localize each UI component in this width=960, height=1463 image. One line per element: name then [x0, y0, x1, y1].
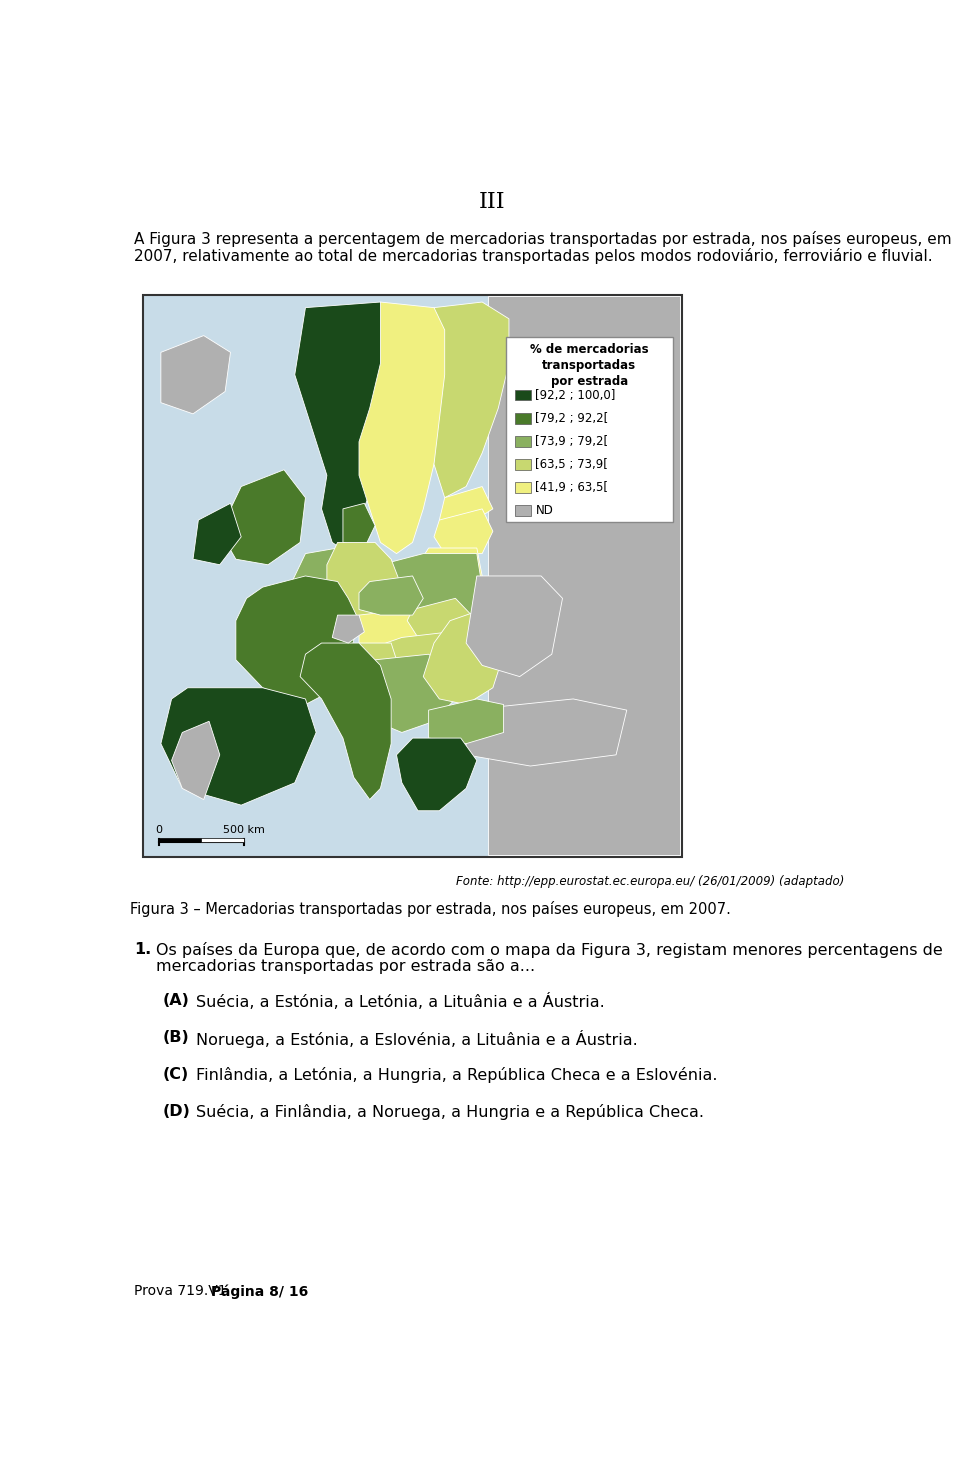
Bar — [143, 296, 682, 857]
Polygon shape — [467, 699, 627, 767]
Polygon shape — [161, 335, 230, 414]
Polygon shape — [434, 301, 509, 497]
Text: [79,2 ; 92,2[: [79,2 ; 92,2[ — [536, 411, 609, 424]
Polygon shape — [375, 632, 477, 682]
Text: 0: 0 — [156, 825, 162, 835]
Text: 500 km: 500 km — [223, 825, 265, 835]
Polygon shape — [343, 503, 375, 549]
Text: Prova 719.V1  ·: Prova 719.V1 · — [134, 1285, 249, 1298]
Text: (C): (C) — [162, 1067, 189, 1083]
Text: Finlândia, a Letónia, a Hungria, a República Checa e a Eslovénia.: Finlândia, a Letónia, a Hungria, a Repúb… — [196, 1067, 717, 1083]
Polygon shape — [220, 470, 305, 565]
Polygon shape — [295, 301, 428, 553]
Bar — [516, 459, 531, 470]
Polygon shape — [172, 721, 220, 800]
Text: [92,2 ; 100,0]: [92,2 ; 100,0] — [536, 389, 615, 401]
Polygon shape — [428, 699, 504, 743]
Polygon shape — [359, 576, 423, 614]
Text: [63,5 ; 73,9[: [63,5 ; 73,9[ — [536, 458, 609, 471]
Text: Suécia, a Finlândia, a Noruega, a Hungria e a República Checa.: Suécia, a Finlândia, a Noruega, a Hungri… — [196, 1105, 704, 1121]
Bar — [516, 436, 531, 446]
Polygon shape — [300, 644, 391, 800]
Polygon shape — [359, 610, 423, 648]
Bar — [158, 838, 202, 841]
Text: [41,9 ; 63,5[: [41,9 ; 63,5[ — [536, 481, 609, 494]
Text: % de mercadorias
transportadas
por estrada: % de mercadorias transportadas por estra… — [530, 344, 649, 388]
Text: mercadorias transportadas por estrada são a...: mercadorias transportadas por estrada sã… — [156, 960, 536, 974]
Bar — [516, 481, 531, 493]
Text: Fonte: http://epp.eurostat.ec.europa.eu/ (26/01/2009) (adaptado): Fonte: http://epp.eurostat.ec.europa.eu/… — [456, 875, 845, 888]
Polygon shape — [236, 576, 359, 705]
Text: 2007, relativamente ao total de mercadorias transportadas pelos modos rodoviário: 2007, relativamente ao total de mercador… — [134, 247, 932, 263]
Polygon shape — [289, 549, 348, 598]
Polygon shape — [488, 297, 681, 856]
Text: (A): (A) — [162, 993, 189, 1008]
Polygon shape — [353, 644, 396, 672]
Polygon shape — [161, 688, 316, 805]
Text: A Figura 3 representa a percentagem de mercadorias transportadas por estrada, no: A Figura 3 representa a percentagem de m… — [134, 231, 951, 247]
Text: ND: ND — [536, 505, 553, 516]
Text: [73,9 ; 79,2[: [73,9 ; 79,2[ — [536, 435, 609, 448]
Polygon shape — [467, 576, 563, 676]
Bar — [516, 389, 531, 401]
Polygon shape — [418, 549, 482, 587]
Text: Figura 3 – Mercadorias transportadas por estrada, nos países europeus, em 2007.: Figura 3 – Mercadorias transportadas por… — [130, 901, 731, 917]
Polygon shape — [434, 509, 492, 553]
Text: Noruega, a Estónia, a Eslovénia, a Lituânia e a Áustria.: Noruega, a Estónia, a Eslovénia, a Lituâ… — [196, 1030, 637, 1049]
Text: (D): (D) — [162, 1105, 190, 1119]
Polygon shape — [193, 503, 241, 565]
Polygon shape — [423, 610, 504, 705]
Polygon shape — [359, 301, 461, 553]
Polygon shape — [440, 487, 492, 525]
Polygon shape — [326, 543, 402, 620]
Text: Suécia, a Estónia, a Letónia, a Lituânia e a Áustria.: Suécia, a Estónia, a Letónia, a Lituânia… — [196, 993, 605, 1011]
Polygon shape — [359, 654, 455, 733]
Text: Página 8/ 16: Página 8/ 16 — [211, 1285, 309, 1299]
Text: (B): (B) — [162, 1030, 189, 1045]
Polygon shape — [332, 614, 365, 644]
Text: III: III — [479, 192, 505, 214]
Bar — [202, 838, 244, 841]
Bar — [516, 505, 531, 516]
Text: Os países da Europa que, de acordo com o mapa da Figura 3, registam menores perc: Os países da Europa que, de acordo com o… — [156, 942, 943, 958]
Polygon shape — [370, 553, 482, 626]
Bar — [506, 338, 673, 522]
Polygon shape — [396, 737, 477, 811]
Polygon shape — [407, 598, 471, 638]
Text: 1.: 1. — [134, 942, 151, 957]
Bar — [516, 413, 531, 423]
